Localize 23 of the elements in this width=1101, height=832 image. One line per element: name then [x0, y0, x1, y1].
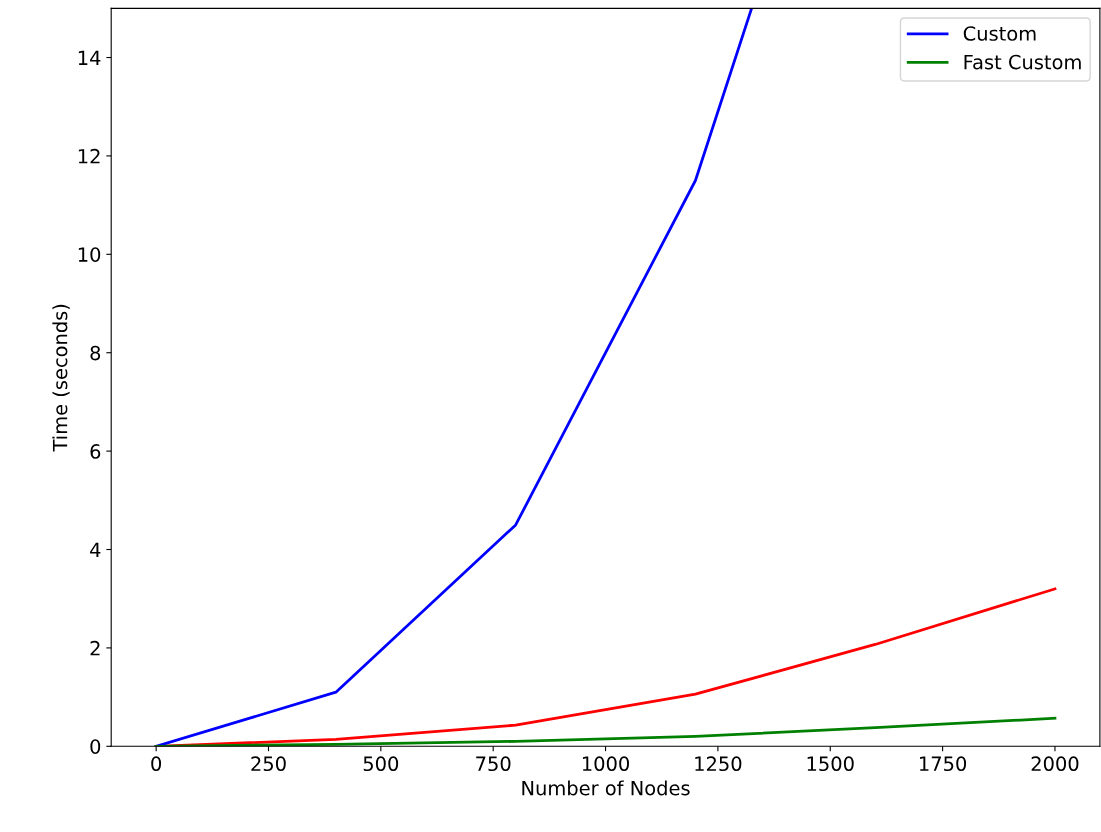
- x-tick-label: 250: [251, 756, 286, 772]
- y-tick-label: 10: [78, 247, 101, 262]
- y-tick-label: 8: [90, 345, 101, 361]
- y-tick-label: 6: [90, 444, 101, 459]
- y-tick-label: 2: [90, 640, 100, 656]
- x-tick-label: 750: [476, 756, 511, 772]
- x-axis-title: Number of Nodes: [522, 780, 690, 796]
- x-tick-label: 1500: [807, 756, 854, 772]
- line-series: [154, 8, 753, 747]
- y-tick-label: 4: [90, 542, 101, 557]
- x-tick-label: 1750: [920, 756, 967, 772]
- x-tick-label: 1000: [582, 756, 629, 772]
- x-tick-label: 0: [151, 756, 162, 772]
- y-axis-title: Time (seconds): [52, 304, 70, 452]
- legend-label: Custom: [963, 26, 1036, 41]
- y-tick-label: 0: [90, 739, 101, 754]
- x-tick-label: 1250: [695, 756, 742, 772]
- x-tick-label: 2000: [1031, 756, 1079, 772]
- line-series: [154, 716, 1057, 747]
- y-tick-label: 12: [78, 148, 100, 164]
- x-tick-label: 500: [363, 756, 399, 772]
- y-tick-label: 14: [78, 50, 101, 65]
- legend-label: Fast Custom: [964, 54, 1081, 70]
